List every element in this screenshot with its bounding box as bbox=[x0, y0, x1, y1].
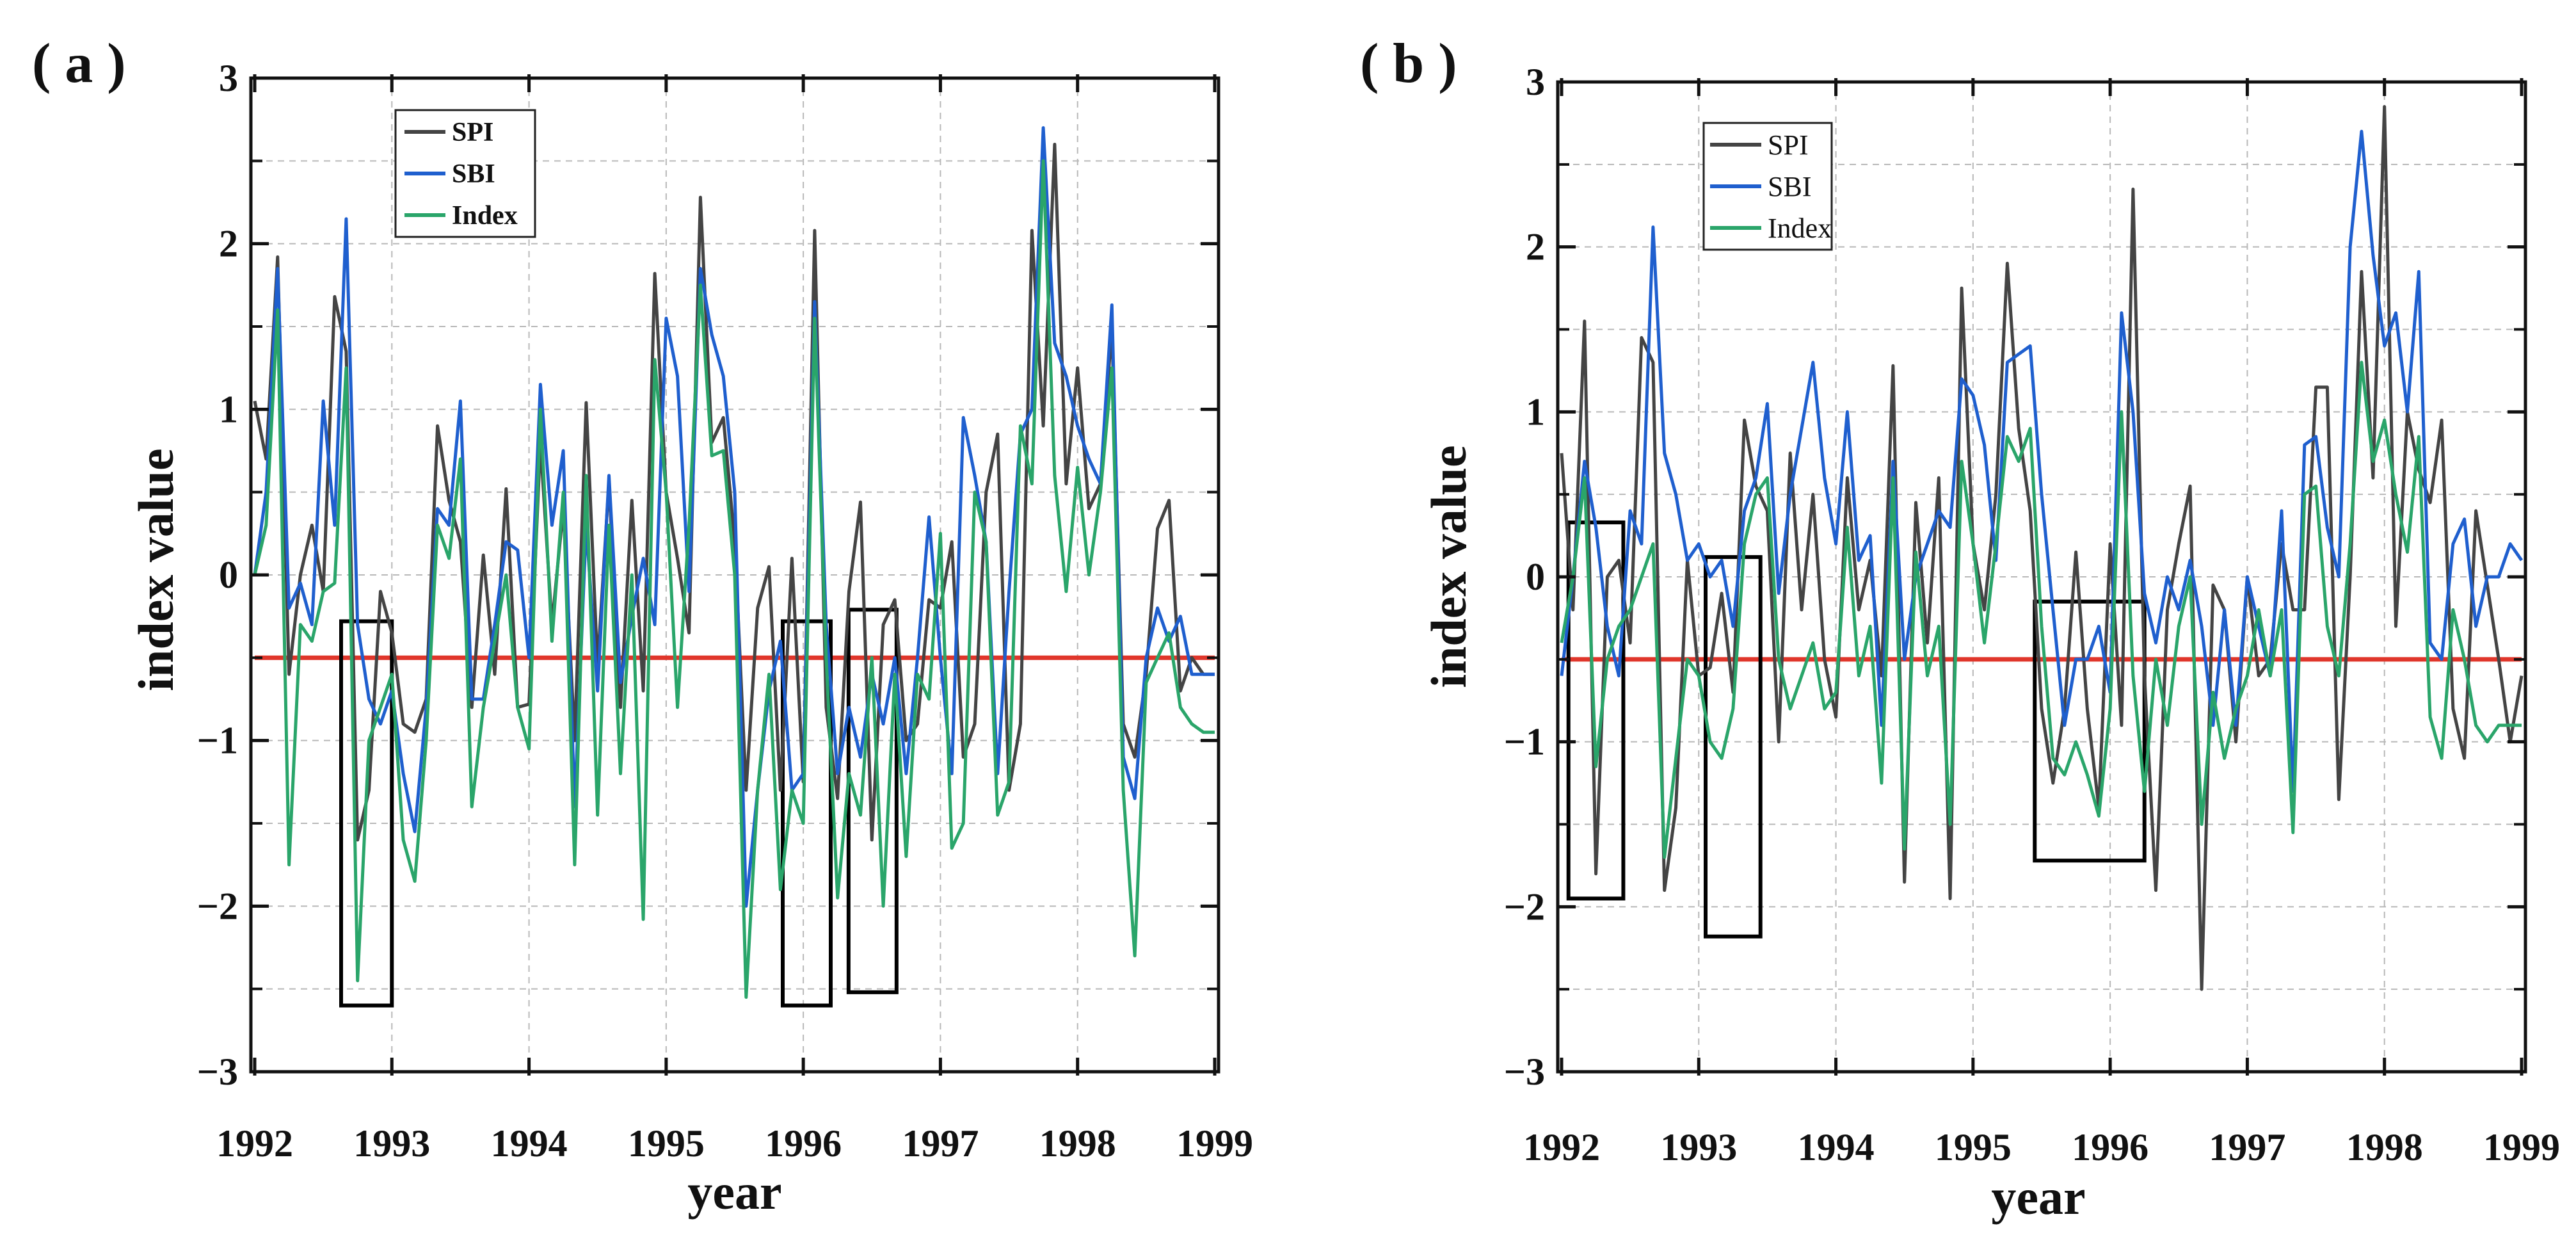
panel-a-x-tick-label: 1996 bbox=[765, 1122, 842, 1165]
panel-a-legend-label-sbi: SBI bbox=[452, 159, 495, 189]
panel-b-series-sbi bbox=[1560, 129, 2524, 793]
panel-b-legend: SPI SBI Index bbox=[1702, 122, 1833, 251]
panel-b-y-tick-labels: 3 2 1 0 −1 −2 −3 bbox=[1504, 61, 1545, 1093]
panel-a-y-tick-label: −3 bbox=[197, 1051, 238, 1093]
panel-b-y-tick-label: 2 bbox=[1526, 226, 1545, 268]
panel-b-x-tick-label: 1997 bbox=[2209, 1126, 2285, 1168]
panel-a-x-tick-label: 1993 bbox=[353, 1122, 430, 1165]
panel-b-y-tick-label: 3 bbox=[1526, 61, 1545, 103]
panel-a-x-tick-label: 1994 bbox=[491, 1122, 568, 1165]
panel-b-x-tick-label: 1996 bbox=[2072, 1126, 2148, 1168]
panel-b-x-tick-label: 1995 bbox=[1935, 1126, 2012, 1168]
panel-b-y-tick-label: 1 bbox=[1526, 391, 1545, 433]
panel-a-series-sbi bbox=[253, 126, 1215, 908]
panel-b-legend-label-index: Index bbox=[1768, 213, 1832, 244]
panel-b-legend-label-spi: SPI bbox=[1768, 129, 1809, 161]
panel-b-y-tick-label: −2 bbox=[1504, 885, 1545, 928]
panel-a-x-axis-title: year bbox=[687, 1164, 781, 1220]
panel-a-y-tick-labels: 3 2 1 0 −1 −2 −3 bbox=[197, 57, 238, 1093]
panel-a-legend-label-spi: SPI bbox=[452, 118, 493, 147]
panel-a-x-tick-label: 1999 bbox=[1176, 1122, 1253, 1165]
panel-a-y-tick-label: 1 bbox=[219, 388, 238, 430]
panel-a-label: ( a ) bbox=[32, 33, 126, 95]
panel-b-series-index bbox=[1560, 360, 2522, 859]
panel-a-x-tick-label: 1998 bbox=[1039, 1122, 1116, 1165]
panel-a-series bbox=[253, 126, 1215, 999]
panel-b: ( b ) 3 2 1 0 −1 −2 −3 1992 1993 1994 19… bbox=[1360, 33, 2560, 1225]
panel-a-highlight-box bbox=[339, 619, 394, 1008]
panel-b-x-tick-label: 1998 bbox=[2346, 1126, 2423, 1168]
panel-b-x-tick-label: 1993 bbox=[1660, 1126, 1737, 1168]
panel-a-legend: SPI SBI Index bbox=[394, 109, 536, 238]
panel-b-highlight-box bbox=[2033, 599, 2147, 863]
panel-b-y-axis-title: index value bbox=[1421, 445, 1476, 688]
panel-a-highlight-box bbox=[846, 608, 899, 994]
panel-b-x-tick-labels: 1992 1993 1994 1995 1996 1997 1998 1999 bbox=[1523, 1126, 2560, 1168]
panel-b-series bbox=[1560, 105, 2524, 991]
panel-b-label: ( b ) bbox=[1360, 33, 1457, 95]
panel-a-ticks bbox=[251, 74, 1219, 1076]
panel-b-x-tick-label: 1992 bbox=[1523, 1126, 1600, 1168]
panel-a: ( a ) 3 2 1 0 −1 −2 −3 1992 1993 1994 19… bbox=[32, 33, 1253, 1220]
panel-b-x-axis-title: year bbox=[1991, 1169, 2085, 1225]
panel-b-highlight-box bbox=[1704, 555, 1763, 939]
panel-a-y-axis-title: index value bbox=[128, 448, 184, 691]
panel-b-x-tick-label: 1994 bbox=[1798, 1126, 1875, 1168]
panel-a-x-tick-labels: 1992 1993 1994 1995 1996 1997 1998 1999 bbox=[216, 1122, 1253, 1165]
panel-a-y-tick-label: 0 bbox=[219, 554, 238, 596]
panel-b-y-tick-label: −3 bbox=[1504, 1051, 1545, 1093]
panel-b-series-spi bbox=[1560, 105, 2524, 991]
panel-a-series-index bbox=[253, 159, 1215, 999]
panel-a-y-tick-label: 2 bbox=[219, 223, 238, 265]
panel-a-y-tick-label: 3 bbox=[219, 57, 238, 99]
panel-a-legend-label-index: Index bbox=[452, 201, 518, 230]
panel-a-x-tick-label: 1995 bbox=[628, 1122, 705, 1165]
panel-b-ticks bbox=[1558, 78, 2525, 1076]
panel-a-y-tick-label: −2 bbox=[197, 885, 238, 927]
panel-a-x-tick-label: 1992 bbox=[216, 1122, 293, 1165]
panel-a-x-tick-label: 1997 bbox=[902, 1122, 979, 1165]
panel-b-y-tick-label: −1 bbox=[1504, 721, 1545, 763]
panel-b-boxes bbox=[1566, 520, 2147, 939]
panel-a-y-tick-label: −1 bbox=[197, 720, 238, 762]
panel-b-legend-label-sbi: SBI bbox=[1768, 171, 1811, 202]
panel-b-x-tick-label: 1999 bbox=[2483, 1126, 2560, 1168]
panel-b-y-tick-label: 0 bbox=[1526, 556, 1545, 598]
